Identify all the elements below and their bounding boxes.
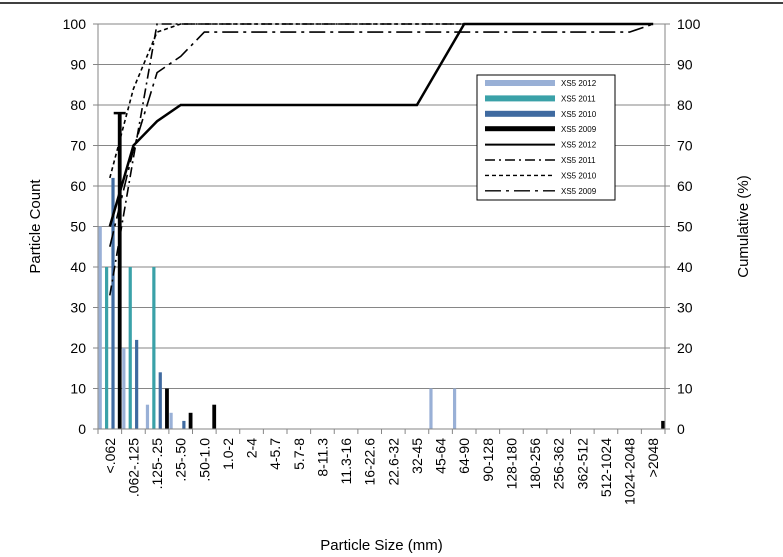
- legend-swatch-bar: [485, 80, 555, 86]
- x-tick-label: 16-22.6: [362, 438, 378, 486]
- legend-label: XS5 2012: [561, 79, 597, 88]
- x-tick-label: 256-362: [551, 438, 567, 490]
- x-tick-label: 64-90: [456, 438, 472, 474]
- bar: [182, 420, 186, 429]
- bar: [111, 177, 115, 429]
- y-tick-label: 0: [78, 421, 86, 437]
- x-tick-label: 2-4: [244, 438, 260, 458]
- y-tick-label: 10: [70, 381, 86, 397]
- legend-label: XS5 2009: [561, 125, 597, 134]
- y-tick-label: 20: [70, 340, 86, 356]
- y2-tick-label: 20: [677, 340, 693, 356]
- bar: [98, 226, 102, 429]
- y-tick-label: 90: [70, 57, 86, 73]
- y-tick-label: 60: [70, 178, 86, 194]
- x-tick-label: .062-.125: [125, 438, 141, 497]
- x-tick-label: <.062: [102, 438, 118, 474]
- y2-tick-label: 0: [677, 421, 685, 437]
- bar: [128, 267, 132, 429]
- legend-label: XS5 2011: [561, 94, 596, 103]
- legend-label: XS5 2012: [561, 141, 597, 150]
- x-tick-label: 4-5.7: [267, 438, 283, 470]
- legend-label: XS5 2010: [561, 171, 597, 180]
- x-tick-label: 8-11.3: [314, 438, 330, 477]
- bar: [145, 404, 150, 429]
- y2-tick-label: 30: [677, 300, 693, 316]
- cumulative-line: [109, 23, 654, 179]
- y-tick-label: 70: [70, 138, 86, 154]
- y2-axis-title: Cumulative (%): [735, 175, 752, 278]
- x-tick-label: 45-64: [433, 438, 449, 474]
- x-tick-label: 512-1024: [598, 438, 614, 497]
- legend-label: XS5 2010: [561, 110, 597, 119]
- x-tick-label: 5.7-8: [291, 438, 307, 470]
- y2-tick-label: 60: [677, 178, 693, 194]
- tick-labels: 0 0 10 10 20 20 30 30 40 40 50 50 60 60 70 70 80 80 90 90 10…: [63, 16, 701, 505]
- x-tick-label: 362-512: [574, 438, 590, 490]
- y-tick-label: 40: [70, 259, 86, 275]
- y2-tick-label: 80: [677, 97, 693, 113]
- y2-tick-label: 100: [677, 16, 701, 32]
- y2-tick-label: 90: [677, 57, 693, 73]
- y-axis-title: Particle Count: [27, 179, 44, 274]
- bar: [122, 348, 126, 429]
- cumulative-lines: [108, 22, 654, 296]
- bar: [169, 412, 173, 429]
- x-tick-label: 1024-2048: [622, 438, 638, 505]
- x-tick-label: 180-256: [527, 438, 543, 490]
- legend: XS5 2012 XS5 2011 XS5 2010 XS5 2009 XS5 2012…: [476, 74, 616, 201]
- y-tick-label: 50: [70, 219, 86, 235]
- y-tick-label: 80: [70, 97, 86, 113]
- bar: [661, 420, 665, 429]
- x-tick-label: 1.0-2: [220, 438, 236, 470]
- x-tick-label: .25-.50: [173, 438, 189, 482]
- y-tick-label: 30: [70, 300, 86, 316]
- y2-tick-label: 70: [677, 138, 693, 154]
- x-tick-label: 32-45: [409, 438, 425, 474]
- bar: [212, 404, 217, 429]
- legend-label: XS5 2009: [561, 187, 597, 196]
- bar: [117, 113, 122, 429]
- bar: [452, 388, 457, 429]
- bars: [98, 111, 665, 429]
- x-tick-label: 22.6-32: [385, 438, 401, 486]
- x-tick-label: 90-128: [480, 438, 496, 482]
- bar: [135, 339, 139, 429]
- legend-swatch-bar: [485, 95, 555, 102]
- bar: [158, 372, 162, 429]
- y2-tick-label: 40: [677, 259, 693, 275]
- axes: [0, 2, 783, 434]
- bar: [105, 267, 109, 429]
- x-tick-label: 128-180: [503, 438, 519, 490]
- bar: [165, 388, 169, 429]
- x-tick-label: .50-1.0: [196, 438, 212, 482]
- bar: [152, 267, 156, 429]
- bar: [429, 388, 433, 429]
- x-tick-label: 11.3-16: [338, 438, 354, 485]
- x-tick-label: .125-.25: [149, 438, 165, 490]
- legend-swatch-bar: [485, 126, 555, 132]
- legend-swatch-bar: [485, 110, 555, 117]
- y2-tick-label: 10: [677, 381, 693, 397]
- x-tick-label: >2048: [645, 438, 661, 478]
- cumulative-line: [109, 23, 654, 247]
- bar: [188, 412, 193, 429]
- x-axis-title: Particle Size (mm): [320, 537, 443, 554]
- y2-tick-label: 50: [677, 219, 693, 235]
- y-tick-label: 100: [63, 16, 87, 32]
- legend-label: XS5 2011: [561, 156, 596, 165]
